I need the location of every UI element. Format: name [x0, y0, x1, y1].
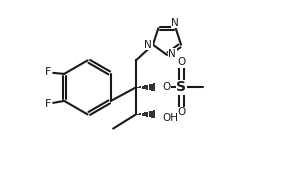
- Text: O: O: [177, 107, 186, 117]
- Text: N: N: [168, 49, 176, 59]
- Text: O: O: [177, 57, 186, 67]
- Text: S: S: [176, 80, 186, 94]
- Text: OH: OH: [162, 113, 178, 123]
- Text: O: O: [162, 82, 170, 92]
- Text: F: F: [45, 99, 52, 109]
- Text: N: N: [144, 40, 152, 50]
- Text: N: N: [171, 18, 179, 28]
- Text: F: F: [45, 67, 52, 77]
